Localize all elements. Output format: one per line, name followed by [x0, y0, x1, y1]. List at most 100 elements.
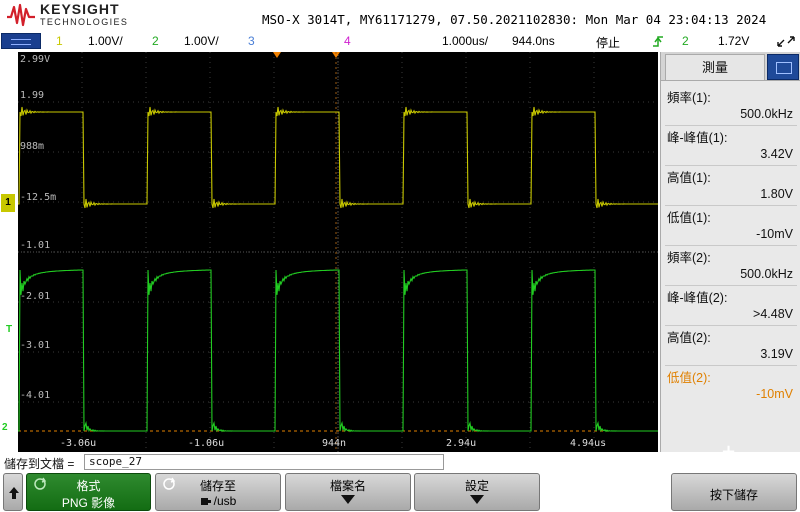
y-label: -4.01 — [20, 390, 51, 401]
zoom-arrows-icon[interactable] — [776, 34, 796, 49]
trigger-level-marker[interactable]: T — [6, 324, 13, 335]
press-to-save-label: 按下儲存 — [709, 488, 758, 502]
ch2-number[interactable]: 2 — [152, 34, 159, 48]
measurement-name: 峰-峰值(1): — [667, 131, 728, 145]
ch1-ground-marker[interactable]: 1 — [1, 194, 15, 212]
settings-title: 設定 — [464, 479, 489, 493]
settings-softkey[interactable]: 設定 — [414, 473, 540, 511]
ch2-scale[interactable]: 1.00V/ — [184, 34, 219, 48]
x-label: 2.94u — [446, 438, 477, 449]
waveform-canvas[interactable] — [18, 52, 658, 452]
format-title: 格式 — [76, 479, 101, 493]
measurement-panel: 測量 頻率(1): 500.0kHz 峰-峰值(1): 3.42V 高值(1):… — [660, 52, 800, 462]
softkey-bar: 格式 PNG 影像 儲存至 /usb 檔案名 設定 按下儲存 — [0, 472, 800, 512]
back-up-button[interactable] — [3, 473, 23, 511]
measurement-value: -10mV — [756, 227, 793, 241]
cycle-icon — [34, 477, 47, 490]
measurement-item[interactable]: 低值(1): -10mV — [665, 205, 797, 245]
x-label: -1.06u — [188, 438, 225, 449]
main-menu-button[interactable] — [1, 33, 41, 49]
measurement-value: -10mV — [756, 387, 793, 401]
y-label: -12.5m — [20, 192, 57, 203]
divider — [665, 125, 797, 126]
save-to-value: /usb — [213, 494, 237, 508]
measurement-name: 低值(2): — [667, 371, 711, 385]
x-label: 944n — [322, 438, 347, 449]
measurement-value: 1.80V — [760, 187, 793, 201]
divider — [665, 205, 797, 206]
ch3-number[interactable]: 3 — [248, 34, 255, 48]
ch1-number[interactable]: 1 — [56, 34, 63, 48]
y-label: 2.99V — [20, 54, 51, 65]
y-label: -2.01 — [20, 291, 51, 302]
trigger-source[interactable]: 2 — [682, 34, 689, 48]
header-bar: KEYSIGHT TECHNOLOGIES MSO-X 3014T, MY611… — [0, 0, 800, 32]
measurement-name: 高值(2): — [667, 331, 711, 345]
waveform-display[interactable] — [18, 52, 658, 452]
measurement-list: 頻率(1): 500.0kHz 峰-峰值(1): 3.42V 高值(1): 1.… — [661, 80, 800, 462]
measurement-item[interactable]: 峰-峰值(2): >4.48V — [665, 285, 797, 325]
chevron-down-icon — [341, 495, 355, 504]
filename-field[interactable]: scope_27 — [84, 454, 444, 470]
brand-subtitle: TECHNOLOGIES — [40, 17, 129, 27]
instrument-info: MSO-X 3014T, MY61171279, 07.50.202110283… — [262, 12, 767, 27]
measurement-name: 峰-峰值(2): — [667, 291, 728, 305]
format-softkey[interactable]: 格式 PNG 影像 — [26, 473, 151, 511]
y-label: -3.01 — [20, 340, 51, 351]
measurement-item[interactable]: 高值(1): 1.80V — [665, 165, 797, 205]
measurement-value: 3.19V — [760, 347, 793, 361]
keysight-logo-icon — [7, 3, 35, 27]
measurement-value: 500.0kHz — [740, 107, 793, 121]
divider — [665, 245, 797, 246]
measurement-name: 頻率(1): — [667, 91, 711, 105]
ch2-ground-marker[interactable]: 2 — [2, 422, 8, 433]
save-to-location: /usb — [156, 494, 280, 508]
file-name-softkey[interactable]: 檔案名 — [285, 473, 411, 511]
run-state: 停止 — [596, 36, 621, 50]
measurement-item[interactable]: 高值(2): 3.19V — [665, 325, 797, 365]
divider — [665, 325, 797, 326]
up-arrow-icon — [9, 487, 19, 499]
ch2-trace — [18, 269, 658, 433]
chevron-down-icon — [470, 495, 484, 504]
measurement-item[interactable]: 頻率(1): 500.0kHz — [665, 85, 797, 125]
press-to-save-button[interactable]: 按下儲存 — [671, 473, 797, 511]
file-name-title: 檔案名 — [329, 479, 366, 493]
ch1-trace — [18, 106, 658, 209]
measurement-value: >4.48V — [753, 307, 793, 321]
measurement-item[interactable]: 峰-峰值(1): 3.42V — [665, 125, 797, 165]
trigger-level[interactable]: 1.72V — [718, 34, 750, 48]
measurement-name: 低值(1): — [667, 211, 711, 225]
delay-value[interactable]: 944.0ns — [512, 34, 555, 48]
save-label: 儲存到文檔 = — [4, 457, 75, 471]
delay-marker — [332, 52, 340, 58]
divider — [665, 165, 797, 166]
timebase-value[interactable]: 1.000us/ — [442, 34, 489, 48]
divider — [665, 365, 797, 366]
y-label: 988m — [20, 141, 45, 152]
save-to-softkey[interactable]: 儲存至 /usb — [155, 473, 281, 511]
format-value: PNG 影像 — [61, 496, 116, 510]
measurement-item[interactable]: 頻率(2): 500.0kHz — [665, 245, 797, 285]
save-bar: 儲存到文檔 = scope_27 — [0, 453, 800, 471]
tab-measure[interactable]: 測量 — [665, 54, 765, 80]
save-to-title: 儲存至 — [199, 479, 236, 493]
ch4-number[interactable]: 4 — [344, 34, 351, 48]
measurement-name: 頻率(2): — [667, 251, 711, 265]
channel-marker-strip: 1 T 2 — [0, 50, 18, 452]
measurement-name: 高值(1): — [667, 171, 711, 185]
y-label: 1.99 — [20, 90, 45, 101]
x-label: -3.06u — [60, 438, 97, 449]
x-label: 4.94us — [570, 438, 607, 449]
cycle-icon — [163, 477, 176, 490]
tab-second-icon[interactable] — [767, 54, 799, 80]
ch1-scale[interactable]: 1.00V/ — [88, 34, 123, 48]
measurement-item[interactable]: 低值(2): -10mV — [665, 365, 797, 405]
divider — [665, 285, 797, 286]
brand-name: KEYSIGHT — [40, 1, 120, 17]
usb-drive-icon — [200, 498, 211, 505]
measurement-value: 500.0kHz — [740, 267, 793, 281]
trigger-edge-icon — [653, 36, 663, 47]
trigger-position-marker — [273, 52, 281, 58]
channel-status-row: 1 1.00V/ 2 1.00V/ 3 4 1.000us/ 944.0ns 停… — [0, 32, 800, 50]
